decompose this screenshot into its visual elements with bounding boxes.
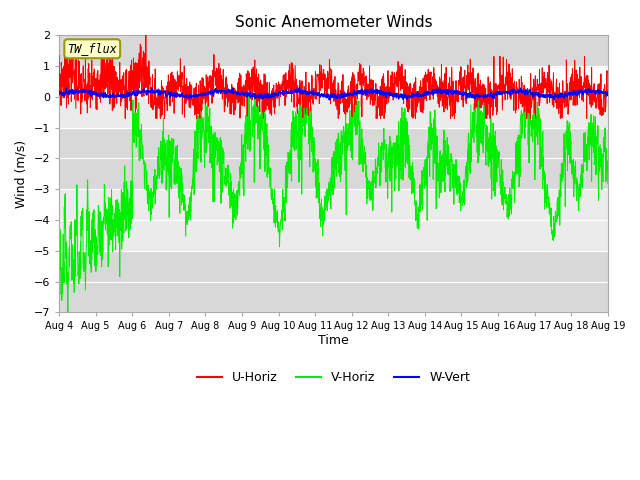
Title: Sonic Anemometer Winds: Sonic Anemometer Winds [235,15,432,30]
Bar [59,189,608,251]
Y-axis label: Wind (m/s): Wind (m/s) [15,140,28,208]
Bar [59,128,608,189]
Bar [59,251,608,312]
Bar [59,97,608,128]
Legend: U-Horiz, V-Horiz, W-Vert: U-Horiz, V-Horiz, W-Vert [192,366,475,389]
Text: TW_flux: TW_flux [67,42,117,55]
X-axis label: Time: Time [318,334,349,347]
Bar [59,36,608,66]
